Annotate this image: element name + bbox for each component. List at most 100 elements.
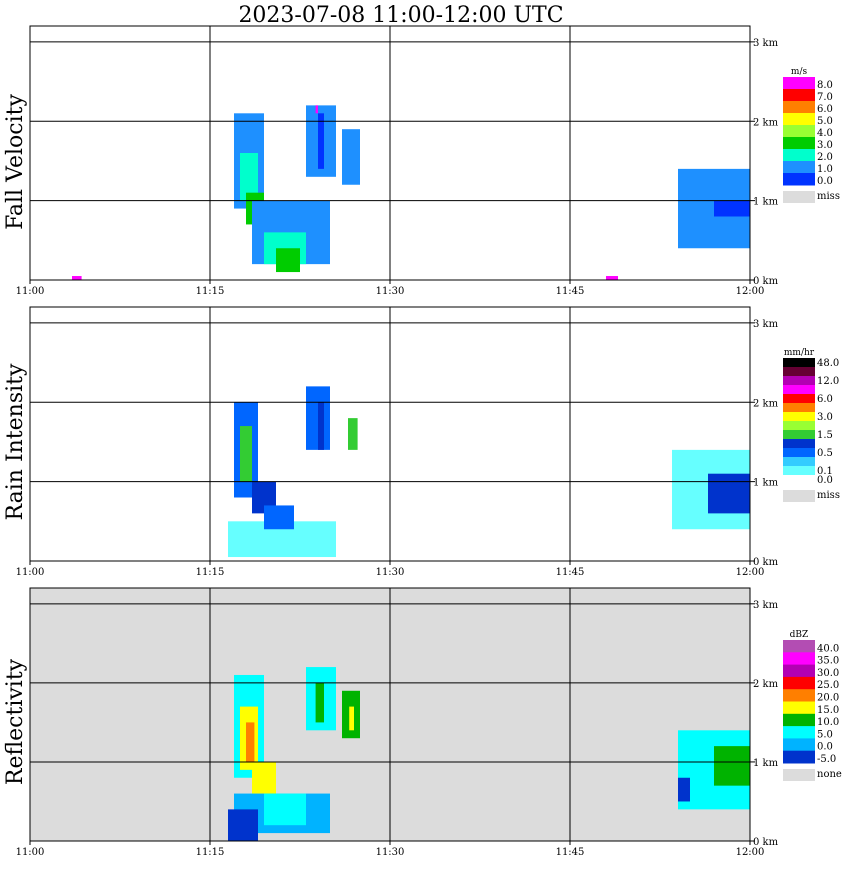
legend-label-rain: 0.0 — [817, 475, 833, 486]
legend-swatch-refl — [783, 640, 815, 653]
data-cell-rain-4 — [264, 505, 294, 530]
legend-swatch-refl — [783, 664, 815, 678]
legend-swatch-rain — [783, 466, 815, 476]
time-tick-label-rain: 11:30 — [376, 567, 405, 578]
data-cell-fall-13 — [606, 276, 618, 280]
legend-label-refl: 35.0 — [817, 656, 839, 667]
data-cell-fall-1 — [240, 153, 258, 201]
height-tick-label-refl: 1 km — [753, 758, 779, 769]
time-tick-label-fall: 12:00 — [736, 286, 765, 297]
height-tick-label-refl: 3 km — [753, 600, 779, 611]
legend-label-refl: 15.0 — [817, 705, 839, 716]
legend-swatch-refl — [783, 676, 815, 690]
legend-swatch-fall — [783, 161, 815, 174]
data-cell-fall-7 — [318, 113, 324, 169]
height-tick-label-refl: 0 km — [753, 837, 779, 848]
legend-label-fall: 0.0 — [817, 176, 833, 187]
legend-swatch-rain — [783, 376, 815, 386]
legend-unit-refl: dBZ — [790, 630, 809, 640]
height-tick-label-fall: 0 km — [753, 276, 779, 287]
legend-label-rain: 12.0 — [817, 376, 839, 387]
data-cell-refl-2 — [246, 722, 255, 762]
legend-miss-label-fall: miss — [817, 191, 840, 202]
time-tick-label-fall: 11:15 — [196, 286, 225, 297]
legend-label-fall: 7.0 — [817, 92, 833, 103]
data-cell-fall-5 — [276, 248, 300, 273]
time-tick-label-rain: 11:15 — [196, 567, 225, 578]
legend-label-fall: 3.0 — [817, 140, 833, 151]
figure-title: 2023-07-08 11:00-12:00 UTC — [238, 3, 563, 28]
time-tick-label-refl: 11:00 — [16, 847, 45, 858]
panel-ylabel-fall: Fall Velocity — [3, 94, 28, 230]
data-cell-fall-11 — [714, 200, 750, 217]
data-cell-refl-12 — [714, 746, 750, 786]
legend-swatch-rain — [783, 358, 815, 368]
legend-swatch-rain — [783, 385, 815, 395]
legend-swatch-refl — [783, 750, 815, 764]
legend-swatch-refl — [783, 652, 815, 666]
time-tick-label-refl: 11:30 — [376, 847, 405, 858]
legend-label-fall: 6.0 — [817, 104, 833, 115]
legend-swatch-fall — [783, 101, 815, 114]
legend-label-rain: 0.1 — [817, 466, 833, 477]
height-tick-label-rain: 0 km — [753, 557, 779, 568]
time-tick-label-refl: 11:15 — [196, 847, 225, 858]
data-cell-rain-9 — [708, 473, 750, 514]
legend-swatch-refl — [783, 689, 815, 702]
legend-swatch-rain — [783, 448, 815, 458]
time-tick-label-rain: 11:45 — [556, 567, 585, 578]
legend-swatch-fall — [783, 173, 815, 186]
data-cell-fall-9 — [315, 105, 318, 114]
legend-miss-swatch-fall — [783, 191, 815, 203]
legend-unit-fall: m/s — [791, 67, 808, 77]
panel-ylabel-refl: Reflectivity — [3, 658, 28, 785]
legend-swatch-refl — [783, 738, 815, 752]
legend-miss-swatch-rain — [783, 490, 815, 502]
time-tick-label-rain: 11:00 — [16, 567, 45, 578]
legend-label-rain: 48.0 — [817, 358, 839, 369]
legend-swatch-refl — [783, 713, 815, 727]
legend-label-fall: 8.0 — [817, 80, 833, 91]
legend-swatch-refl — [783, 726, 815, 739]
time-tick-label-refl: 12:00 — [736, 847, 765, 858]
legend-label-refl: 30.0 — [817, 668, 839, 679]
time-tick-label-rain: 12:00 — [736, 567, 765, 578]
legend-label-rain: 0.5 — [817, 448, 833, 459]
height-tick-label-rain: 2 km — [753, 398, 779, 409]
legend-miss-label-rain: miss — [817, 490, 840, 501]
legend-label-fall: 2.0 — [817, 152, 833, 163]
height-tick-label-fall: 1 km — [753, 197, 779, 208]
data-cell-refl-6 — [228, 809, 258, 841]
legend-swatch-fall — [783, 125, 815, 138]
legend-label-refl: 40.0 — [817, 643, 839, 654]
time-tick-label-fall: 11:45 — [556, 286, 585, 297]
data-cell-refl-8 — [315, 682, 324, 723]
legend-swatch-fall — [783, 77, 815, 90]
data-cell-refl-3 — [252, 761, 276, 794]
legend-swatch-rain — [783, 403, 815, 413]
legend-swatch-rain — [783, 421, 815, 431]
height-tick-label-fall: 3 km — [753, 38, 779, 49]
legend-miss-label-refl: none — [817, 769, 842, 780]
legend-label-refl: 0.0 — [817, 742, 833, 753]
legend-label-refl: 5.0 — [817, 729, 833, 740]
legend-label-refl: 10.0 — [817, 717, 839, 728]
legend-swatch-fall — [783, 149, 815, 162]
height-tick-label-rain: 1 km — [753, 478, 779, 489]
data-cell-refl-5 — [264, 793, 306, 826]
legend-unit-rain: mm/hr — [784, 348, 815, 358]
legend-label-refl: 20.0 — [817, 693, 839, 704]
legend-swatch-rain — [783, 439, 815, 449]
legend-label-refl: 25.0 — [817, 680, 839, 691]
data-cell-rain-1 — [240, 426, 252, 482]
legend-swatch-refl — [783, 701, 815, 715]
legend-swatch-rain — [783, 457, 815, 467]
legend-label-rain: 1.5 — [817, 430, 833, 441]
legend-swatch-rain — [783, 475, 815, 485]
legend-swatch-fall — [783, 89, 815, 102]
legend-swatch-fall — [783, 137, 815, 150]
data-cell-fall-12 — [72, 276, 82, 280]
data-cell-refl-10 — [349, 706, 354, 731]
